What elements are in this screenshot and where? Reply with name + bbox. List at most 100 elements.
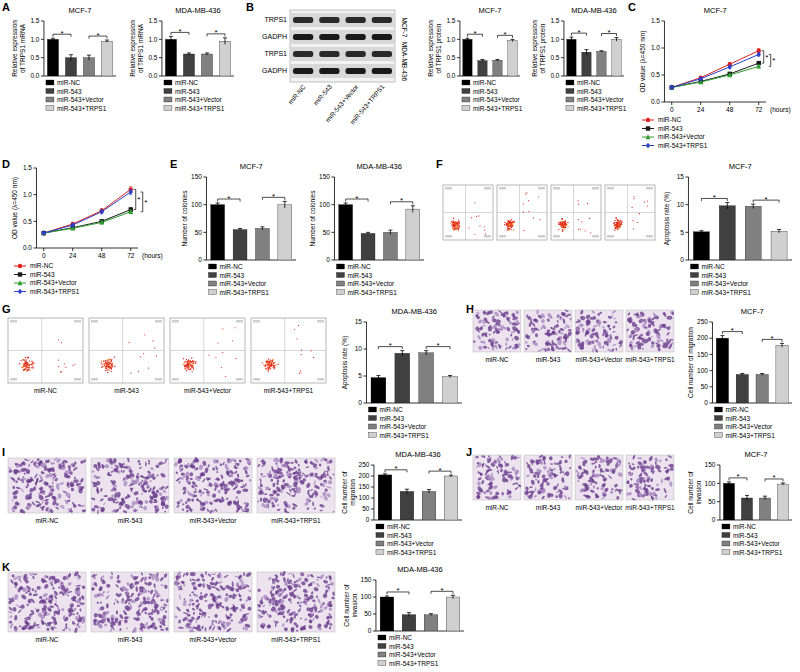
flow-event [64, 363, 65, 364]
flow-event [484, 226, 485, 227]
flow-event [186, 359, 187, 360]
flow-event [114, 366, 115, 367]
flow-event [25, 367, 26, 368]
legend-label: miR-NC [725, 406, 748, 413]
significance-label: * [772, 56, 775, 65]
legend-label: miR-543+Vector [387, 540, 435, 547]
blot-cell-line-label: MCF-7 [401, 18, 408, 38]
bar [745, 206, 761, 260]
flow-event [511, 219, 512, 220]
bar-chart: Number of coloniesMDA-MB-436050100150**m… [309, 162, 424, 296]
flow-event [271, 360, 272, 361]
flow-event [590, 232, 591, 233]
flow-quadrant-tag [484, 187, 491, 190]
flow-event [27, 367, 28, 368]
significance-label: * [178, 27, 181, 36]
flow-quadrant-tag [236, 320, 243, 323]
legend-swatch [376, 524, 384, 529]
legend-label: miR-543+TRPS1 [219, 289, 269, 296]
bar [443, 377, 458, 403]
flow-event [453, 226, 454, 227]
y-tick-label: 0 [368, 627, 372, 634]
y-tick-label: 150 [361, 576, 372, 583]
line-chart: OD value (λ=450 nm)0.00.51.01.50244872(h… [11, 164, 162, 294]
bar [165, 39, 176, 76]
flow-quadrant-tag [236, 378, 243, 381]
flow-event [25, 359, 26, 360]
legend-swatch [376, 541, 384, 546]
flow-event [267, 361, 268, 362]
significance-label: * [713, 193, 716, 202]
bars [723, 482, 788, 520]
blot-band [346, 17, 366, 23]
flow-event [619, 223, 620, 224]
y-tick-label: 10 [677, 201, 685, 208]
image-caption: miR-543+TRPS1 [264, 387, 314, 394]
y-axis-label-line: invasion [695, 480, 702, 504]
flow-quadrant-tag [538, 187, 545, 190]
flow-event [453, 229, 454, 230]
flow-event [188, 366, 189, 367]
y-axis-label: Relative expressionof TRPS1 mRNA [129, 20, 143, 77]
flow-quadrant-tag [253, 320, 260, 323]
flow-event [632, 220, 633, 221]
flow-event [587, 203, 588, 204]
flow-event [190, 368, 191, 369]
flow-event [614, 222, 615, 223]
legend-label: miR-543+TRPS1 [30, 288, 80, 295]
significance-label: * [96, 31, 99, 40]
significance-label: * [438, 466, 441, 475]
flow-event [26, 364, 27, 365]
flow-event [526, 192, 527, 193]
significance-bracket [141, 192, 143, 212]
legend-swatch [722, 524, 730, 529]
panel-letter: C [628, 1, 636, 13]
legend-label: miR-543+TRPS1 [387, 549, 437, 556]
flow-event [274, 362, 275, 363]
y-tick-label: 0.5 [651, 71, 660, 78]
y-axis-label-line: of TRPS1 protein [435, 23, 443, 73]
blot-row-label: TRPS1 [264, 16, 287, 23]
blot-band [319, 34, 339, 40]
flow-event [72, 365, 73, 366]
bar [567, 39, 576, 76]
flow-event [456, 226, 457, 227]
flow-event [268, 358, 269, 359]
flow-event [156, 356, 157, 357]
flow-event [538, 196, 539, 197]
flow-event [191, 361, 192, 362]
legend-swatch [164, 97, 172, 102]
bar [424, 615, 438, 631]
flow-event [183, 364, 184, 365]
flow-event [74, 364, 75, 365]
legend-marker [18, 264, 22, 268]
bar [395, 353, 410, 403]
legend-swatch [566, 89, 574, 94]
panel-letter: G [2, 303, 11, 315]
y-tick-label: 0 [680, 256, 684, 263]
flow-event [647, 206, 648, 207]
y-axis-label-line: Number of colonies [309, 190, 316, 247]
y-tick-label: 1.5 [550, 17, 559, 24]
flow-event [617, 226, 618, 227]
blot-band [372, 68, 392, 74]
flow-event [217, 342, 218, 343]
flow-event [65, 367, 66, 368]
flow-quadrant-tag [607, 187, 614, 190]
legend-label: miR-543+TRPS1 [389, 660, 439, 667]
flow-quadrant-tag [445, 235, 452, 238]
flow-event [633, 196, 634, 197]
flow-event [152, 340, 153, 341]
flow-event [450, 222, 451, 223]
flow-event [478, 215, 479, 216]
flow-event [580, 228, 581, 229]
blot-band [372, 34, 392, 40]
series-group [669, 49, 761, 91]
y-tick-label: 0.5 [550, 54, 559, 61]
legend-swatch [722, 541, 730, 546]
flow-event [61, 342, 62, 343]
flow-event [277, 364, 278, 365]
flow-event [504, 222, 505, 223]
series-line [44, 189, 131, 233]
bar [339, 205, 353, 260]
